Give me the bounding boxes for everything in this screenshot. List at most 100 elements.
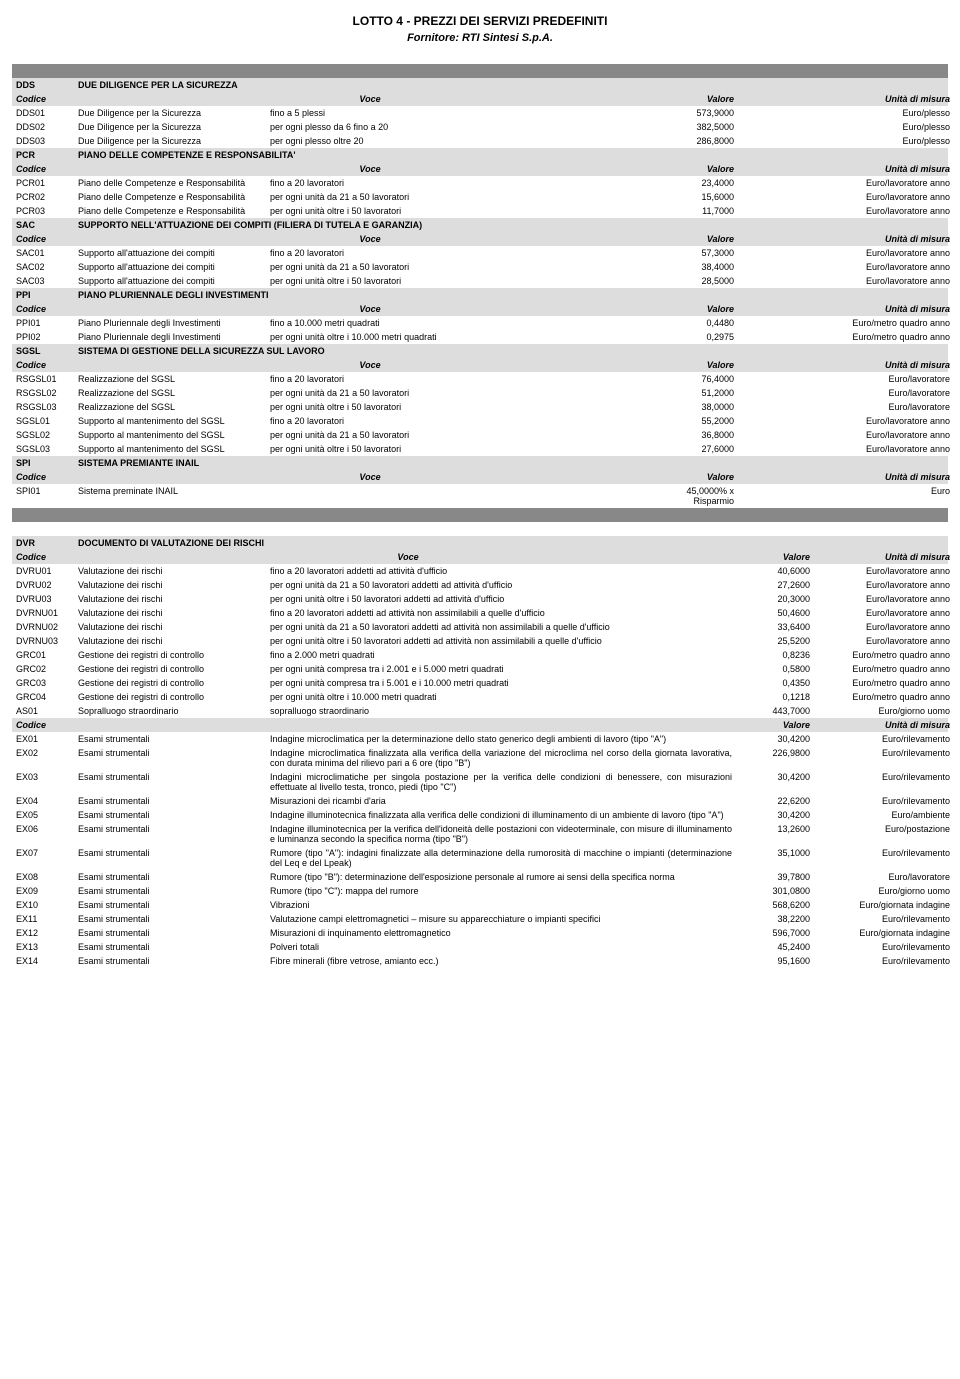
- cell-value: 45,2400: [738, 942, 816, 952]
- hdr-valore: Valore: [662, 472, 740, 482]
- header-row: CodiceVoceValoreUnità di misura: [12, 302, 948, 316]
- cell-code: DVRU01: [16, 566, 78, 576]
- cell-unit: Euro/metro quadro anno: [816, 678, 950, 688]
- data-row: DDS03Due Diligence per la Sicurezzaper o…: [12, 134, 948, 148]
- cell-desc: per ogni unità oltre i 50 lavoratori add…: [270, 636, 738, 646]
- cell-code: PPI02: [16, 332, 78, 342]
- cell-name: Realizzazione del SGSL: [78, 402, 270, 412]
- section-title: PIANO DELLE COMPETENZE E RESPONSABILITA': [78, 150, 944, 160]
- hdr-unita: Unità di misura: [816, 552, 950, 562]
- hdr-valore: Valore: [738, 552, 816, 562]
- cell-value: 301,0800: [738, 886, 816, 896]
- cell-name: Due Diligence per la Sicurezza: [78, 136, 270, 146]
- cell-code: EX05: [16, 810, 78, 820]
- cell-code: EX03: [16, 772, 78, 792]
- header-row: CodiceVoceValoreUnità di misura: [12, 232, 948, 246]
- cell-code: DDS03: [16, 136, 78, 146]
- cell-code: EX02: [16, 748, 78, 768]
- cell-code: GRC01: [16, 650, 78, 660]
- cell-code: GRC04: [16, 692, 78, 702]
- cell-desc: per ogni unità da 21 a 50 lavoratori: [270, 430, 662, 440]
- cell-value: 20,3000: [738, 594, 816, 604]
- hdr-unita: Unità di misura: [740, 360, 950, 370]
- cell-name: Esami strumentali: [78, 886, 270, 896]
- cell-unit: Euro/metro quadro anno: [740, 318, 950, 328]
- cell-name: Supporto al mantenimento del SGSL: [78, 416, 270, 426]
- section-title: PIANO PLURIENNALE DEGLI INVESTIMENTI: [78, 290, 944, 300]
- cell-desc: Vibrazioni: [270, 900, 738, 910]
- section-code: DVR: [16, 538, 78, 548]
- hdr-valore: Valore: [662, 234, 740, 244]
- cell-code: EX14: [16, 956, 78, 966]
- cell-name: Due Diligence per la Sicurezza: [78, 108, 270, 118]
- hdr-voce: Voce: [78, 472, 662, 482]
- data-row: EX09Esami strumentaliRumore (tipo "C"): …: [12, 884, 948, 898]
- header-row: CodiceValoreUnità di misura: [12, 718, 948, 732]
- hdr-valore: Valore: [662, 360, 740, 370]
- cell-unit: Euro: [740, 486, 950, 506]
- section-code: SAC: [16, 220, 78, 230]
- cell-value: 226,9800: [738, 748, 816, 768]
- cell-name: Esami strumentali: [78, 872, 270, 882]
- cell-desc: Polveri totali: [270, 942, 738, 952]
- hdr-codice: Codice: [16, 360, 78, 370]
- cell-desc: per ogni unità da 21 a 50 lavoratori: [270, 262, 662, 272]
- cell-code: DVRNU01: [16, 608, 78, 618]
- cell-value: 0,4350: [738, 678, 816, 688]
- cell-name: Supporto al mantenimento del SGSL: [78, 444, 270, 454]
- data-row: GRC02Gestione dei registri di controllop…: [12, 662, 948, 676]
- cell-desc: fino a 10.000 metri quadrati: [270, 318, 662, 328]
- hdr-codice: Codice: [16, 472, 78, 482]
- cell-name: Gestione dei registri di controllo: [78, 692, 270, 702]
- cell-unit: Euro/metro quadro anno: [740, 332, 950, 342]
- cell-name: Esami strumentali: [78, 928, 270, 938]
- header-row: CodiceVoceValoreUnità di misura: [12, 358, 948, 372]
- cell-desc: Indagine microclimatica per la determina…: [270, 734, 738, 744]
- cell-desc: per ogni unità oltre i 50 lavoratori: [270, 276, 662, 286]
- cell-unit: Euro/plesso: [740, 108, 950, 118]
- section-code: SPI: [16, 458, 78, 468]
- cell-value: 0,1218: [738, 692, 816, 702]
- data-row: DDS01Due Diligence per la Sicurezzafino …: [12, 106, 948, 120]
- cell-unit: Euro/rilevamento: [816, 914, 950, 924]
- cell-code: EX13: [16, 942, 78, 952]
- cell-name: Piano delle Competenze e Responsabilità: [78, 192, 270, 202]
- cell-value: 35,1000: [738, 848, 816, 868]
- section-band: DVRDOCUMENTO DI VALUTAZIONE DEI RISCHI: [12, 536, 948, 550]
- cell-desc: per ogni unità oltre i 50 lavoratori add…: [270, 594, 738, 604]
- cell-code: SGSL03: [16, 444, 78, 454]
- sections-container: DDSDUE DILIGENCE PER LA SICUREZZACodiceV…: [12, 78, 948, 508]
- cell-value: 15,6000: [662, 192, 740, 202]
- data-row: RSGSL01Realizzazione del SGSLfino a 20 l…: [12, 372, 948, 386]
- cell-code: GRC03: [16, 678, 78, 688]
- cell-desc: per ogni unità oltre i 50 lavoratori: [270, 402, 662, 412]
- cell-value: 25,5200: [738, 636, 816, 646]
- section-title: SUPPORTO NELL'ATTUAZIONE DEI COMPITI (FI…: [78, 220, 944, 230]
- cell-name: Gestione dei registri di controllo: [78, 650, 270, 660]
- cell-unit: Euro/lavoratore anno: [740, 444, 950, 454]
- hdr-codice: Codice: [16, 304, 78, 314]
- cell-code: EX06: [16, 824, 78, 844]
- section-title: DOCUMENTO DI VALUTAZIONE DEI RISCHI: [78, 538, 944, 548]
- cell-code: EX04: [16, 796, 78, 806]
- cell-unit: Euro/plesso: [740, 122, 950, 132]
- cell-value: 27,6000: [662, 444, 740, 454]
- cell-code: DDS02: [16, 122, 78, 132]
- data-row: SAC03Supporto all'attuazione dei compiti…: [12, 274, 948, 288]
- sections2-container: DVRDOCUMENTO DI VALUTAZIONE DEI RISCHICo…: [12, 536, 948, 968]
- data-row: DVRNU01Valutazione dei rischifino a 20 l…: [12, 606, 948, 620]
- cell-desc: Misurazioni di inquinamento elettromagne…: [270, 928, 738, 938]
- cell-unit: Euro/giorno uomo: [816, 706, 950, 716]
- cell-name: Esami strumentali: [78, 942, 270, 952]
- cell-unit: Euro/lavoratore anno: [740, 416, 950, 426]
- cell-value: 33,6400: [738, 622, 816, 632]
- hdr-unita: Unità di misura: [740, 234, 950, 244]
- cell-value: 30,4200: [738, 772, 816, 792]
- cell-desc: Indagine illuminotecnica finalizzata all…: [270, 810, 738, 820]
- header-row: CodiceVoceValoreUnità di misura: [12, 550, 948, 564]
- cell-code: RSGSL02: [16, 388, 78, 398]
- cell-unit: Euro/metro quadro anno: [816, 650, 950, 660]
- cell-desc: fino a 20 lavoratori addetti ad attività…: [270, 566, 738, 576]
- data-row: GRC03Gestione dei registri di controllop…: [12, 676, 948, 690]
- data-row: PPI02Piano Pluriennale degli Investiment…: [12, 330, 948, 344]
